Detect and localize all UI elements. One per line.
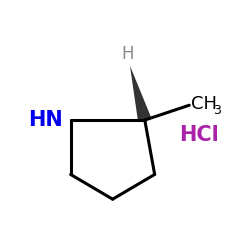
Text: CH: CH bbox=[190, 95, 216, 113]
Text: H: H bbox=[121, 45, 134, 63]
Text: HCl: HCl bbox=[180, 125, 219, 145]
Text: 3: 3 bbox=[213, 104, 221, 117]
Text: HN: HN bbox=[28, 110, 63, 130]
Polygon shape bbox=[130, 66, 152, 122]
